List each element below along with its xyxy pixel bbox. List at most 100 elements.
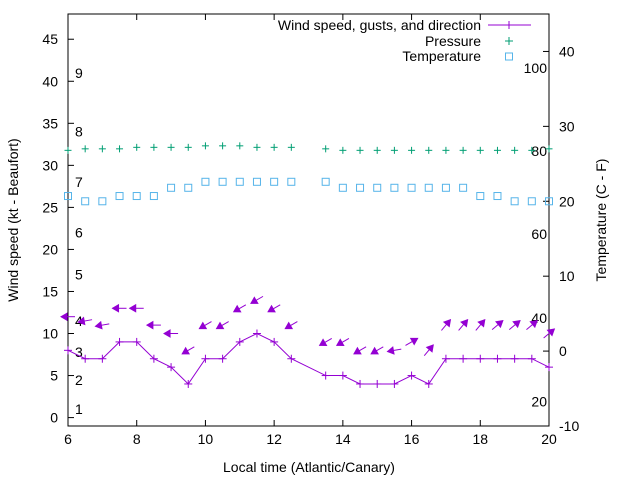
temperature-point xyxy=(287,177,296,186)
gust-arrow xyxy=(250,295,264,304)
pressure-point xyxy=(442,146,450,154)
beaufort-label: 5 xyxy=(75,267,83,283)
gust-arrow xyxy=(318,337,332,346)
y-tick-label: 20 xyxy=(42,241,58,257)
temperature-point xyxy=(441,183,450,192)
gust-arrow xyxy=(267,304,281,313)
y2-tick-label: 10 xyxy=(559,268,575,284)
x-tick-label: 16 xyxy=(404,431,420,447)
gust-arrow xyxy=(386,346,402,355)
wind-speed-point xyxy=(390,379,399,388)
temperature-point xyxy=(390,183,399,192)
temperature-point xyxy=(510,197,519,206)
pressure-point xyxy=(408,146,416,154)
beaufort-label: 8 xyxy=(75,124,83,140)
wind-speed-point xyxy=(132,337,141,346)
beaufort-label: 9 xyxy=(75,65,83,81)
wind-speed-point xyxy=(287,354,296,363)
gust-arrow-head xyxy=(181,346,191,355)
gust-arrow xyxy=(284,321,298,330)
y-tick-label: 5 xyxy=(50,368,58,384)
temperature-point xyxy=(149,192,158,201)
beaufort-label: 1 xyxy=(75,401,83,417)
gust-arrow-head xyxy=(425,344,434,353)
wind-speed-point xyxy=(356,379,365,388)
wind-speed-point xyxy=(218,354,227,363)
temperature-series xyxy=(64,177,553,206)
wind-speed-point xyxy=(149,354,158,363)
fahrenheit-label: 60 xyxy=(531,226,547,242)
plot-border xyxy=(67,13,550,427)
pressure-point xyxy=(253,143,261,151)
pressure-point xyxy=(545,145,553,153)
pressure-point xyxy=(356,146,364,154)
y2-axis-ticks: -10 0 10 20 30 40 xyxy=(543,43,579,434)
wind-speed-point xyxy=(167,363,176,372)
wind-speed-point xyxy=(235,337,244,346)
x-axis-ticks: 6 8 10 12 14 16 18 20 xyxy=(64,14,557,447)
temperature-point xyxy=(201,177,210,186)
temperature-point xyxy=(476,192,485,201)
gust-arrow xyxy=(128,303,144,313)
gust-arrow xyxy=(405,337,419,346)
pressure-point xyxy=(81,145,89,153)
temperature-point xyxy=(218,177,227,186)
gust-arrow xyxy=(215,321,229,330)
x-tick-label: 6 xyxy=(64,431,72,447)
temperature-point xyxy=(373,183,382,192)
temperature-point xyxy=(252,177,261,186)
wind-speed-point xyxy=(338,371,347,380)
wind-speed-point xyxy=(81,354,90,363)
temperature-point xyxy=(407,183,416,192)
gust-arrow-head xyxy=(163,329,171,338)
pressure-point xyxy=(201,142,209,150)
temperature-point xyxy=(493,192,502,201)
fahrenheit-label: 20 xyxy=(531,393,547,409)
y-tick-label: 25 xyxy=(42,199,58,215)
wind-speed-point xyxy=(252,329,261,338)
pressure-point xyxy=(339,146,347,154)
gust-arrow xyxy=(508,319,521,330)
legend-label-wind: Wind speed, gusts, and direction xyxy=(278,17,481,33)
x-tick-label: 18 xyxy=(472,431,488,447)
beaufort-label: 7 xyxy=(75,174,83,190)
temperature-point xyxy=(184,183,193,192)
y-axis-label: Wind speed (kt - Beaufort) xyxy=(5,138,21,301)
pressure-point xyxy=(493,146,501,154)
wind-speed-point xyxy=(64,346,72,355)
y-axis-ticks: 0 5 10 15 20 25 30 35 40 45 xyxy=(42,31,74,426)
chart-frame xyxy=(67,13,550,427)
wind-speed-point xyxy=(545,363,553,372)
pressure-point xyxy=(425,146,433,154)
gust-arrow-head xyxy=(232,304,242,313)
wind-speed-point xyxy=(98,354,107,363)
gust-arrow-head xyxy=(512,319,521,329)
gust-arrow xyxy=(145,320,161,330)
gust-arrow xyxy=(335,337,350,346)
wind-speed-line xyxy=(67,332,550,385)
wind-speed-point xyxy=(407,371,416,380)
gust-arrow xyxy=(198,321,212,330)
pressure-point xyxy=(528,146,536,154)
temperature-point xyxy=(235,177,244,186)
y-tick-label: 0 xyxy=(50,410,58,426)
gust-arrow xyxy=(543,328,556,339)
gust-arrow-head xyxy=(318,338,328,346)
y2-axis-label: Temperature (C - F) xyxy=(593,159,609,282)
wind-speed-point xyxy=(476,354,485,363)
gust-arrow-head xyxy=(250,296,259,304)
wind-speed-point xyxy=(184,379,193,388)
pressure-point xyxy=(270,143,278,151)
y2-tick-label: 0 xyxy=(559,343,567,359)
pressure-point xyxy=(219,142,227,150)
gust-arrow xyxy=(77,316,93,326)
gust-arrow xyxy=(526,319,538,330)
fahrenheit-label: 100 xyxy=(524,60,548,76)
gust-arrow-head xyxy=(94,320,103,330)
beaufort-label: 2 xyxy=(75,372,83,388)
y-tick-label: 15 xyxy=(42,283,58,299)
gust-arrow-head xyxy=(60,312,68,322)
